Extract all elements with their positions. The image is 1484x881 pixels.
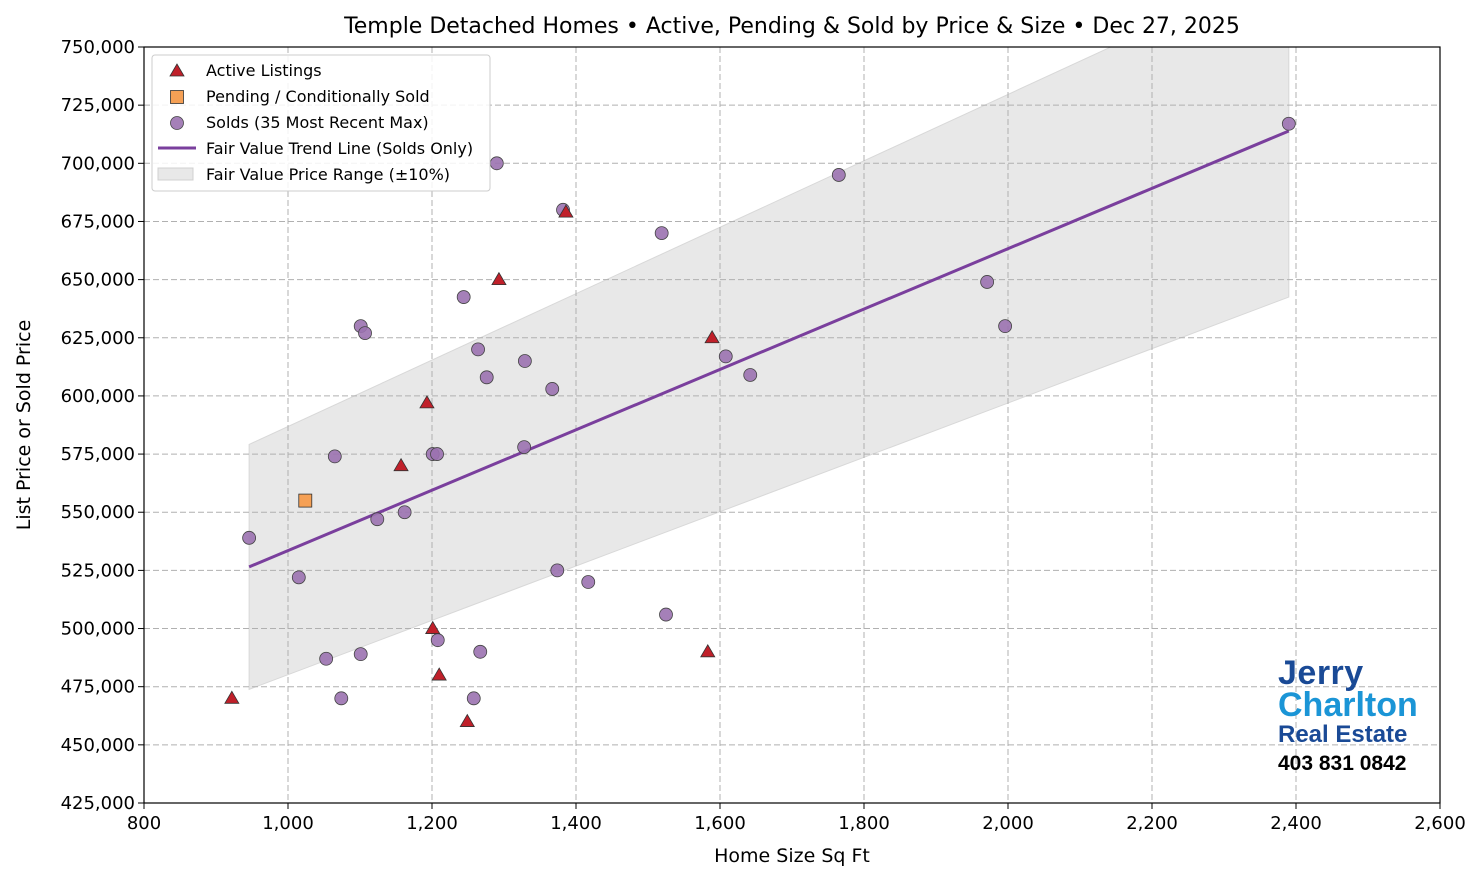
sold-point [430,633,445,648]
sold-point [479,370,494,385]
fair-value-band [248,47,1290,691]
y-tick-label: 625,000 [61,328,135,349]
y-tick-label: 475,000 [61,677,135,698]
sold-point [358,326,372,341]
y-tick-label: 750,000 [61,37,135,58]
legend-box [151,54,491,192]
sold-point [370,512,385,527]
active-point [700,644,716,658]
y-tick-label: 650,000 [61,270,135,291]
legend-circle-icon [170,116,184,130]
x-tick-label: 1,400 [550,813,602,834]
logo-line1: Jerry [1278,654,1364,692]
legend-square-icon [170,90,184,104]
y-tick-label: 700,000 [61,153,135,174]
sold-point [517,440,532,454]
sold-point [242,530,257,545]
sold-point [517,354,532,368]
sold-point [980,275,995,289]
sold-point [319,651,334,666]
sold-point [1281,116,1296,131]
x-tick-label: 2,400 [1270,813,1322,834]
brand-logo: Jerry Charlton Real Estate 403 831 0842 [1278,656,1428,774]
sold-point [353,647,368,662]
y-tick-label: 550,000 [61,502,135,523]
y-tick-label: 525,000 [61,560,135,581]
active-point [558,204,574,218]
sold-point [456,290,471,304]
y-tick-label: 725,000 [61,95,135,116]
sold-point [659,607,673,622]
x-axis-label: Home Size Sq Ft [714,845,870,867]
active-point [459,713,475,727]
active-point [393,457,409,472]
sold-point [334,691,349,706]
x-tick-label: 1,000 [262,813,314,834]
legend-label: Fair Value Trend Line (Solds Only) [206,139,473,158]
x-tick-label: 800 [127,813,161,834]
legend-label: Solds (35 Most Recent Max) [206,113,429,132]
pending-point [298,493,313,508]
logo-line3: Real Estate [1278,721,1408,748]
sold-point [545,382,560,396]
chart-title: Temple Detached Homes • Active, Pending … [343,14,1240,39]
sold-point [291,570,306,585]
y-axis-label: List Price or Sold Price [13,320,35,531]
y-tick-label: 425,000 [61,793,135,814]
y-tick-label: 600,000 [61,386,135,407]
sold-point [489,156,504,171]
sold-point [743,368,758,382]
x-tick-label: 1,600 [694,813,746,834]
sold-point [466,691,481,706]
sold-point [654,226,669,240]
sold-point [471,342,485,357]
sold-point [718,349,733,364]
legend-label: Active Listings [206,61,322,80]
y-tick-label: 500,000 [61,619,135,640]
plot-area: 800 1,000 1,200 1,400 1,600 1,800 2,000 2,200 2,… [61,37,1466,834]
active-point [431,667,447,681]
y-tick-label: 575,000 [61,444,135,465]
sold-point [581,575,596,589]
active-point [425,620,441,634]
legend-triangle-icon [169,63,185,77]
trend-line [248,129,1290,569]
sold-point [473,644,488,659]
logo-phone: 403 831 0842 [1278,752,1407,775]
logo-line2: Charlton [1278,686,1418,724]
legend: Active Listings Pending / Conditionally S… [151,54,491,192]
y-tick-label: 675,000 [61,211,135,232]
x-tick-label: 1,800 [838,813,890,834]
sold-point [831,168,846,182]
x-tick-label: 2,600 [1414,813,1466,834]
legend-label: Pending / Conditionally Sold [206,87,430,106]
x-tick-label: 2,200 [1126,813,1178,834]
x-tick-label: 2,000 [982,813,1034,834]
sold-point [430,447,444,461]
legend-label: Fair Value Price Range (±10%) [206,165,450,184]
active-point [491,271,507,286]
sold-point [550,563,565,578]
sold-point [327,449,342,464]
x-tick-label: 1,200 [406,813,458,834]
sold-point [998,319,1013,334]
plot-frame [143,46,1441,804]
legend-band-icon [157,167,194,181]
active-point [224,690,240,704]
sold-point [397,505,412,520]
active-point [419,395,435,409]
y-tick-label: 450,000 [61,735,135,756]
active-point [704,329,720,344]
